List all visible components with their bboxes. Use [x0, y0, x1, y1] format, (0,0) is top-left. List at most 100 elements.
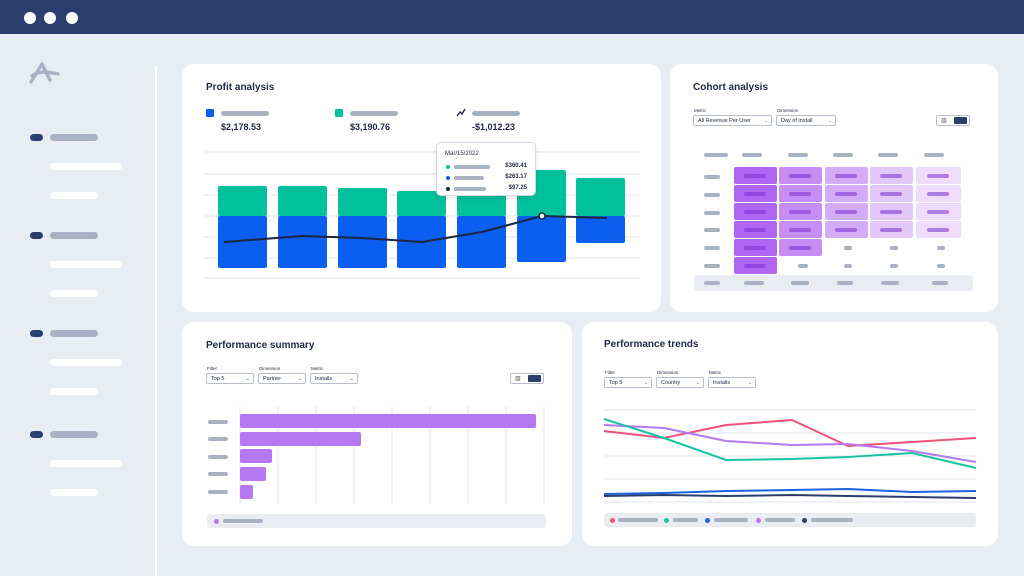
tooltip-dot-blue	[446, 176, 450, 180]
sidebar-subitem[interactable]	[50, 192, 98, 199]
bar-blue	[278, 216, 327, 268]
cohort-analysis-card: Cohort analysis Metric All Revenue Per U…	[670, 64, 998, 312]
bar	[240, 432, 361, 446]
brand-logo-icon[interactable]	[28, 60, 62, 86]
legend-label	[618, 518, 658, 522]
chart-legend	[604, 513, 976, 527]
bar	[240, 449, 272, 463]
tooltip-dot-green	[446, 165, 450, 169]
cohort-heatmap	[694, 153, 973, 291]
performance-summary-card: Performance summary Filter Top 5 ⌄ Dimens…	[182, 322, 572, 546]
tooltip-value: $263.17	[505, 174, 527, 180]
kpi-value: $3,190.76	[350, 122, 391, 132]
legend-dot	[705, 518, 710, 523]
dimension-select[interactable]: Partner ⌄	[258, 373, 306, 384]
sidebar-bullet	[30, 431, 43, 438]
filter-label: Metric	[311, 366, 324, 371]
chart-legend	[207, 514, 546, 528]
sidebar-subitem[interactable]	[50, 489, 98, 496]
dimension-select[interactable]: Country ⌄	[656, 377, 704, 388]
table-view-icon[interactable]	[954, 117, 967, 124]
bar-green	[397, 191, 446, 216]
legend-label	[714, 518, 748, 522]
tooltip-dot-dark	[446, 187, 450, 191]
bar-blue	[457, 216, 506, 268]
sidebar	[0, 34, 157, 576]
sidebar-subitem[interactable]	[50, 290, 98, 297]
performance-summary-chart	[208, 406, 545, 504]
sidebar-subitem[interactable]	[50, 460, 122, 467]
bar	[240, 414, 536, 428]
kpi-value: $2,178.53	[221, 122, 262, 132]
legend-label	[811, 518, 853, 522]
sidebar-bullet	[30, 330, 43, 337]
tooltip-label	[454, 165, 490, 169]
profit-bar-chart	[204, 151, 640, 279]
bar-blue	[338, 216, 387, 268]
performance-trends-chart	[603, 409, 977, 503]
sidebar-item-label	[50, 134, 98, 141]
sidebar-bullet	[30, 134, 43, 141]
kpi-value: -$1,012.23	[472, 122, 516, 132]
metric-select[interactable]: Installs ⌄	[708, 377, 756, 388]
legend-dot	[756, 518, 761, 523]
legend-dot	[214, 519, 219, 524]
sidebar-item-label	[50, 330, 98, 337]
tooltip-label	[454, 176, 484, 180]
window-titlebar	[0, 0, 1024, 34]
bar-green	[338, 188, 387, 216]
bar-chart-icon[interactable]: ▥	[515, 376, 521, 382]
dimension-select[interactable]: Day of install ⌄	[776, 115, 836, 126]
legend-label	[765, 518, 795, 522]
filter-label: Dimension	[777, 108, 799, 113]
filter-select[interactable]: Top 5 ⌄	[604, 377, 652, 388]
window-close-dot[interactable]	[24, 12, 36, 24]
bar	[240, 467, 266, 481]
filter-label: Filter	[605, 370, 615, 375]
legend-dot	[664, 518, 669, 523]
kpi-label	[472, 111, 520, 116]
filter-label: Filter	[207, 366, 217, 371]
table-view-icon[interactable]	[528, 375, 541, 382]
filter-label: Metric	[694, 108, 707, 113]
sidebar-subitem[interactable]	[50, 261, 122, 268]
green-square-icon	[335, 109, 343, 117]
blue-square-icon	[206, 109, 214, 117]
legend-dot	[610, 518, 615, 523]
bar-chart-icon[interactable]: ▥	[941, 118, 947, 124]
legend-dot	[802, 518, 807, 523]
bar-green	[576, 178, 625, 216]
trend-line-purple	[603, 424, 977, 463]
performance-trends-card: Performance trends Filter Top 5 ⌄ Dimensi…	[582, 322, 998, 546]
bar-green	[218, 186, 267, 216]
window-maximize-dot[interactable]	[66, 12, 78, 24]
sidebar-item-label	[50, 232, 98, 239]
view-toggle[interactable]: ▥	[936, 115, 970, 126]
sidebar-subitem[interactable]	[50, 359, 122, 366]
profit-analysis-card: Profit analysis $2,178.53 $3,190.76 -$1,…	[182, 64, 661, 312]
filter-label: Dimension	[657, 370, 679, 375]
cohort-summary-row	[694, 275, 973, 291]
kpi-label	[221, 111, 269, 116]
filter-select[interactable]: Top 5 ⌄	[206, 373, 254, 384]
kpi-label	[350, 111, 398, 116]
sidebar-divider	[155, 66, 157, 576]
trend-line-navy	[603, 493, 977, 499]
card-title: Performance summary	[206, 340, 315, 351]
filter-label: Dimension	[259, 366, 281, 371]
tooltip-value: $360.41	[505, 163, 527, 169]
sidebar-subitem[interactable]	[50, 163, 122, 170]
card-title: Performance trends	[604, 339, 699, 350]
view-toggle[interactable]: ▥	[510, 373, 544, 384]
card-title: Profit analysis	[206, 82, 275, 93]
legend-label	[223, 519, 263, 523]
filter-label: Metric	[709, 370, 722, 375]
trend-point-highlight	[538, 212, 546, 220]
bar-green	[457, 192, 506, 216]
tooltip-value: $97.25	[508, 185, 527, 191]
metric-select[interactable]: Installs ⌄	[310, 373, 358, 384]
metric-select[interactable]: All Revenue Per User ⌄	[693, 115, 772, 126]
sidebar-subitem[interactable]	[50, 388, 98, 395]
card-title: Cohort analysis	[693, 82, 769, 93]
window-minimize-dot[interactable]	[44, 12, 56, 24]
